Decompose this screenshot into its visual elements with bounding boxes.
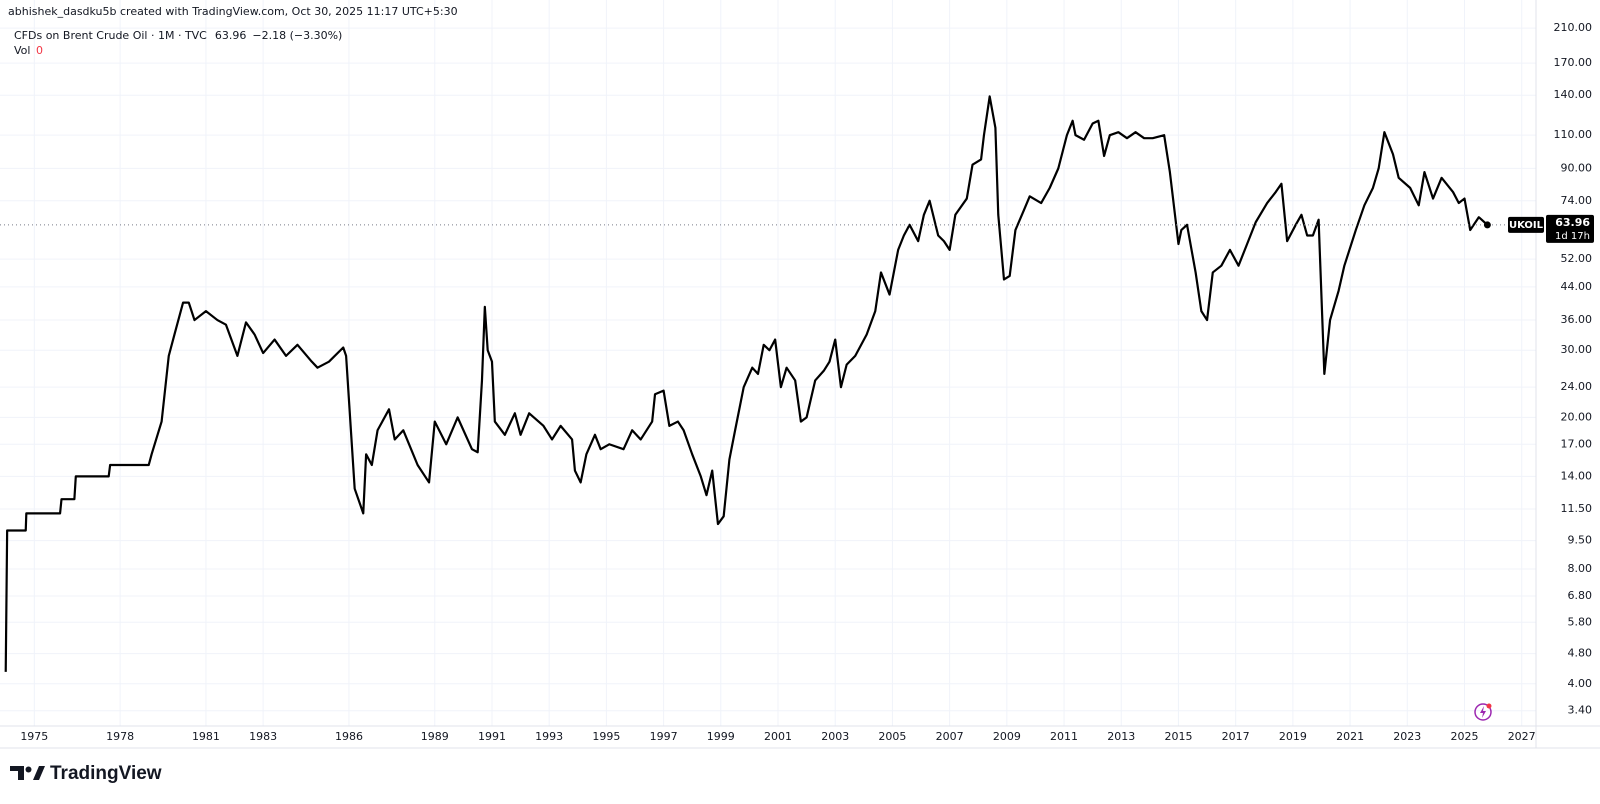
brand-name: TradingView: [50, 763, 162, 784]
symbol-title: CFDs on Brent Crude Oil · 1M · TVC: [14, 29, 207, 42]
y-tick-label: 3.40: [1568, 704, 1593, 717]
alert-bolt[interactable]: [1480, 706, 1486, 718]
x-tick-label: 2001: [764, 730, 792, 743]
logo-mark: [10, 766, 24, 780]
y-tick-label: 11.50: [1561, 502, 1593, 515]
y-tick-label: 36.00: [1561, 313, 1593, 326]
x-tick-label: 2005: [878, 730, 906, 743]
x-tick-label: 2017: [1222, 730, 1250, 743]
x-tick-label: 2011: [1050, 730, 1078, 743]
price-tag: 63.96: [1555, 216, 1590, 229]
axes: 210.00 170.00 140.00 110.00 90.00 74.00 52.00 4…: [20, 21, 1594, 743]
legend: CFDs on Brent Crude Oil · 1M · TVC 63.96…: [14, 29, 342, 57]
y-tick-label: 17.00: [1561, 437, 1593, 450]
volume-value: 0: [36, 44, 43, 57]
x-tick-label: 1997: [650, 730, 678, 743]
x-tick-label: 1991: [478, 730, 506, 743]
x-tick-label: 2027: [1508, 730, 1536, 743]
x-tick-label: 2023: [1393, 730, 1421, 743]
x-tick-label: 1986: [335, 730, 363, 743]
x-tick-label: 1978: [106, 730, 134, 743]
y-tick-label: 20.00: [1561, 410, 1593, 423]
x-tick-label: 1993: [535, 730, 563, 743]
y-tick-label: 140.00: [1554, 88, 1593, 101]
x-tick-label: 2003: [821, 730, 849, 743]
last-point: [1483, 221, 1491, 229]
volume-label: Vol: [14, 44, 30, 57]
x-tick-label: 1981: [192, 730, 220, 743]
y-tick-label: 6.80: [1568, 589, 1593, 602]
y-tick-label: 8.00: [1568, 562, 1593, 575]
y-tick-label: 90.00: [1561, 161, 1593, 174]
y-tick-label: 110.00: [1554, 128, 1593, 141]
y-tick-label: 24.00: [1561, 380, 1593, 393]
brand-logo: TradingView: [10, 763, 162, 784]
grid: [0, 0, 1536, 726]
price-line: [4, 95, 1489, 672]
alert-badge[interactable]: [1486, 703, 1492, 709]
x-tick-label: 2009: [993, 730, 1021, 743]
last-price: 63.96: [215, 29, 247, 42]
y-tick-label: 170.00: [1554, 56, 1593, 69]
x-tick-label: 2021: [1336, 730, 1364, 743]
logo-slash: [33, 766, 45, 780]
y-tick-label: 44.00: [1561, 280, 1593, 293]
countdown: 1d 17h: [1555, 231, 1590, 242]
y-tick-label: 4.00: [1568, 677, 1593, 690]
price-change: −2.18 (−3.30%): [252, 29, 342, 42]
y-tick-label: 9.50: [1568, 534, 1593, 547]
x-tick-label: 1995: [592, 730, 620, 743]
attribution: abhishek_dasdku5b created with TradingVi…: [8, 5, 458, 18]
y-tick-label: 74.00: [1561, 194, 1593, 207]
x-tick-label: 2025: [1450, 730, 1478, 743]
symbol-tag-bg: [1508, 216, 1544, 233]
symbol-tag: UKOIL: [1509, 220, 1544, 231]
x-tick-label: 2013: [1107, 730, 1135, 743]
y-tick-label: 210.00: [1554, 21, 1593, 34]
alert-circle[interactable]: [1474, 703, 1492, 721]
logo-dot: [25, 766, 32, 773]
y-tick-label: 5.80: [1568, 615, 1593, 628]
x-tick-label: 2019: [1279, 730, 1307, 743]
y-tick-label: 14.00: [1561, 469, 1593, 482]
x-tick-label: 2007: [936, 730, 964, 743]
x-tick-label: 1989: [421, 730, 449, 743]
y-tick-label: 4.80: [1568, 647, 1593, 660]
price-tag-bg: [1546, 214, 1594, 243]
x-tick-label: 1999: [707, 730, 735, 743]
alert-icon[interactable]: [1474, 703, 1492, 721]
x-tick-label: 2015: [1164, 730, 1192, 743]
y-tick-label: 30.00: [1561, 343, 1593, 356]
x-tick-label: 1983: [249, 730, 277, 743]
plot: [0, 95, 1536, 672]
y-tick-label: 52.00: [1561, 252, 1593, 265]
x-tick-label: 1975: [20, 730, 48, 743]
